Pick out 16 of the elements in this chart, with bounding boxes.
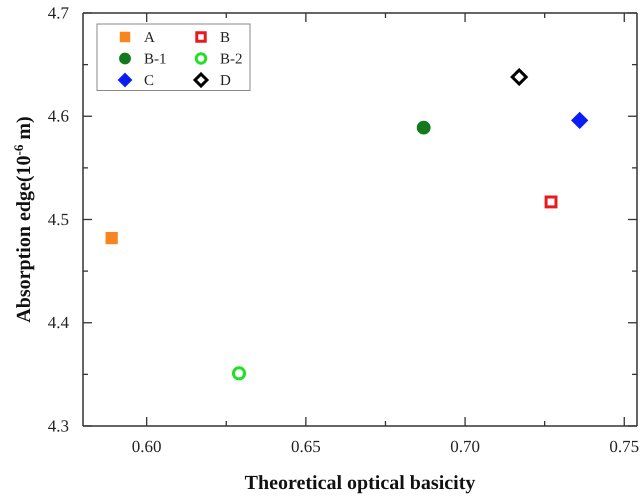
y-tick-label: 4.4 <box>48 313 70 332</box>
x-tick-label: 0.65 <box>291 437 321 456</box>
x-tick-label: 0.60 <box>132 437 162 456</box>
legend-label: C <box>144 73 154 89</box>
y-tick-label: 4.7 <box>48 3 70 22</box>
y-tick-label: 4.6 <box>48 106 69 126</box>
y-tick-label: 4.5 <box>48 210 69 229</box>
x-tick-label: 0.70 <box>450 437 480 456</box>
legend-label: B-1 <box>144 52 166 68</box>
legend-label: A <box>144 30 155 46</box>
legend-label: B-2 <box>220 52 242 68</box>
legend-label: D <box>220 73 231 89</box>
legend-label: B <box>220 30 230 46</box>
x-axis-title: Theoretical optical basicity <box>244 472 476 494</box>
y-tick-label: 4.3 <box>48 416 69 436</box>
x-tick-label: 0.75 <box>609 437 640 456</box>
